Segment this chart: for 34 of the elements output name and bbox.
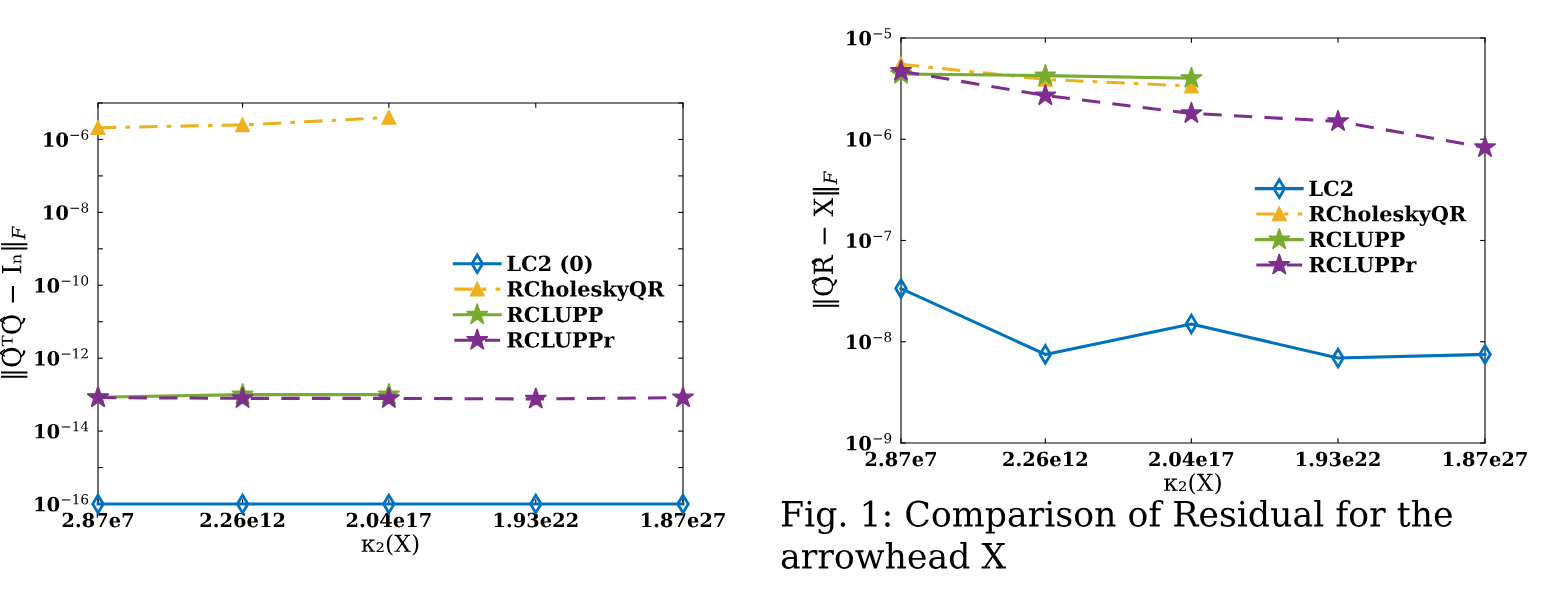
legend-label: RCholeskyQR: [1309, 205, 1467, 226]
y-axis-title: ‖Q̂R̂ − X‖$_{F}$: [811, 171, 840, 307]
y-tick-label: 10$^{−6}$: [44, 129, 89, 147]
x-tick-label: 1.93e22: [494, 512, 578, 528]
x-tick-label: 2.87e7: [62, 512, 134, 528]
caption: Fig. 1: Comparison of Residual for the arrowhead X: [781, 500, 1452, 569]
legend-label: RCLUPP: [507, 306, 603, 323]
x-tick-label: 2.26e12: [1003, 451, 1087, 467]
x-tick-label: 1.87e27: [641, 512, 725, 528]
legend-label: LC2 (0): [507, 255, 592, 275]
y-tick-label: 10$^{−6}$: [847, 129, 892, 147]
y-tick-label: 10$^{−8}$: [44, 202, 89, 220]
y-tick-label: 10$^{−8}$: [847, 331, 892, 350]
y-tick-label: 10$^{−16}$: [35, 494, 89, 512]
y-tick-label: 10$^{−7}$: [847, 230, 892, 249]
y-tick-label: 10$^{−14}$: [35, 421, 89, 439]
legend-label: LC2: [1309, 180, 1353, 197]
y-axis-title: ‖Q̂ᵀQ̂ − Iₙ‖$_{F}$: [0, 226, 28, 378]
x-tick-label: 2.04e17: [346, 512, 431, 528]
x-tick-label: 1.93e22: [1297, 451, 1380, 467]
x-tick-label: 2.87e7: [865, 451, 937, 467]
y-tick-label: 10$^{−10}$: [35, 275, 89, 293]
legend-label: RCLUPPr: [507, 331, 615, 348]
x-axis-title: κ₂(X): [1164, 472, 1221, 495]
y-tick-label: 10$^{−9}$: [847, 433, 892, 451]
x-tick-label: 2.26e12: [200, 512, 285, 528]
y-tick-label: 10$^{−12}$: [35, 348, 88, 366]
x-tick-label: 1.87e27: [1443, 451, 1527, 467]
x-axis-title: κ₂(X): [361, 533, 419, 556]
legend-label: RCLUPP: [1309, 231, 1405, 248]
y-tick-label: 10$^{−5}$: [847, 28, 892, 46]
legend-label: RCholeskyQR: [507, 280, 665, 302]
legend-label: RCLUPPr: [1309, 256, 1417, 273]
x-tick-label: 2.04e17: [1149, 451, 1234, 467]
